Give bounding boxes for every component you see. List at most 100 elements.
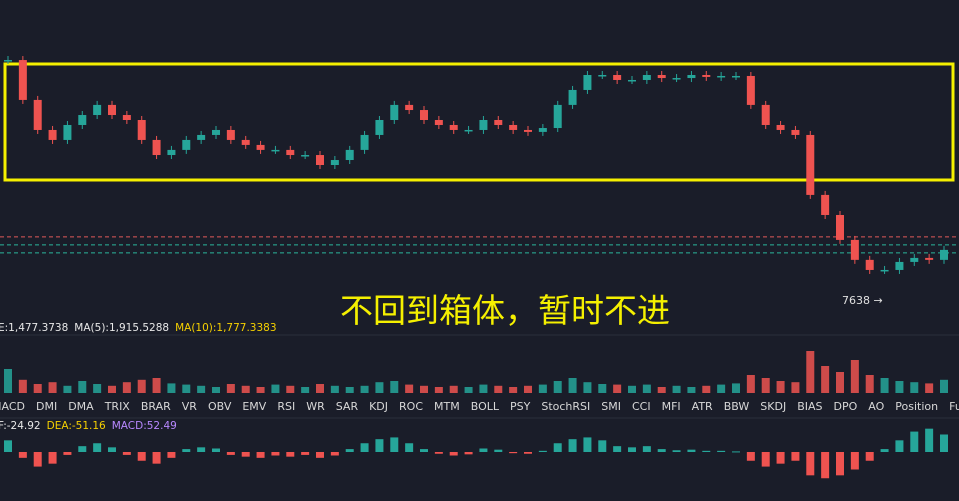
macd-bar bbox=[657, 449, 666, 452]
volume-bar bbox=[18, 379, 27, 393]
indicator-tab[interactable]: AO bbox=[868, 400, 885, 413]
macd-bar bbox=[821, 452, 830, 479]
volume-bar bbox=[345, 387, 354, 393]
volume-bar bbox=[271, 384, 280, 393]
volume-bar bbox=[152, 378, 161, 393]
volume-bar bbox=[48, 382, 57, 393]
macd-bar bbox=[583, 437, 592, 452]
indicator-tab[interactable]: TRIX bbox=[104, 400, 130, 413]
indicator-tab[interactable]: RSI bbox=[277, 400, 296, 413]
volume-bar bbox=[672, 385, 681, 393]
indicator-tab[interactable]: DPO bbox=[833, 400, 858, 413]
macd-bar bbox=[598, 440, 607, 452]
indicator-tab[interactable]: MFI bbox=[661, 400, 681, 413]
macd-bar bbox=[568, 439, 577, 452]
indicator-tab[interactable]: StochRSI bbox=[541, 400, 591, 413]
candle bbox=[108, 104, 116, 116]
volume-bar bbox=[63, 385, 72, 393]
macd-bar bbox=[301, 452, 310, 455]
candle bbox=[494, 120, 503, 125]
indicator-tab[interactable]: BIAS bbox=[797, 400, 823, 413]
volume-bar bbox=[732, 383, 740, 393]
indicator-tab[interactable]: SKDJ bbox=[760, 400, 787, 413]
macd-bar bbox=[108, 447, 116, 452]
indicator-tab[interactable]: VR bbox=[181, 400, 197, 413]
macd-bar bbox=[449, 452, 458, 456]
indicator-tab[interactable]: DMI bbox=[35, 400, 58, 413]
indicator-tab[interactable]: OBV bbox=[207, 400, 232, 413]
volume-bar bbox=[910, 382, 919, 393]
macd-bar bbox=[464, 452, 473, 455]
candle bbox=[791, 129, 800, 135]
volume-bar bbox=[642, 384, 651, 393]
indicator-tab[interactable]: SAR bbox=[335, 400, 359, 413]
volume-bar bbox=[78, 381, 87, 393]
macd-bar bbox=[197, 447, 206, 452]
volume-bar bbox=[821, 366, 830, 393]
box bbox=[3, 62, 955, 182]
candle bbox=[553, 104, 562, 129]
candle bbox=[286, 149, 295, 156]
macd-bar bbox=[434, 452, 443, 454]
macd-bar bbox=[940, 434, 948, 452]
volume-bar bbox=[850, 360, 859, 393]
indicator-tab[interactable]: Fundflow bbox=[949, 400, 959, 413]
indicator-tab[interactable]: KDJ bbox=[369, 400, 389, 413]
indicator-tab[interactable]: Position bbox=[895, 400, 939, 413]
candle bbox=[137, 120, 146, 140]
indicator-tab[interactable]: PSY bbox=[510, 400, 531, 413]
macd-bar bbox=[330, 452, 339, 456]
candle bbox=[746, 75, 755, 105]
indicator-tab[interactable]: ROC bbox=[399, 400, 424, 413]
candle bbox=[880, 269, 889, 272]
macd-bar bbox=[4, 440, 12, 452]
volume-bar bbox=[360, 385, 369, 393]
indicator-tab[interactable]: BBW bbox=[723, 400, 750, 413]
macd-bar bbox=[405, 443, 414, 452]
volume-bar bbox=[390, 381, 399, 393]
volume-bar bbox=[316, 384, 324, 393]
indicator-tab[interactable]: EMV bbox=[242, 400, 267, 413]
volume-bar bbox=[434, 387, 443, 393]
macd-bar bbox=[850, 452, 859, 470]
volume-bar bbox=[925, 383, 934, 393]
volume-bar bbox=[241, 385, 250, 393]
volume-bar bbox=[375, 382, 384, 393]
candle bbox=[182, 139, 191, 150]
candle bbox=[167, 149, 176, 156]
candle bbox=[821, 194, 830, 215]
macd-bar bbox=[63, 452, 72, 455]
candle bbox=[256, 144, 265, 150]
volume-bar bbox=[553, 381, 562, 393]
macd-legend-item: F:-24.92 bbox=[0, 420, 41, 432]
macd-bar bbox=[628, 447, 636, 452]
candle bbox=[241, 139, 250, 145]
macd-bar bbox=[345, 449, 354, 452]
indicator-tab[interactable]: SMI bbox=[601, 400, 621, 413]
candle bbox=[940, 249, 948, 260]
candle bbox=[330, 160, 339, 165]
volume-bar bbox=[449, 385, 458, 393]
indicator-tab[interactable]: MTM bbox=[434, 400, 460, 413]
macd-legend-item: DEA:-51.16 bbox=[46, 420, 106, 432]
candle bbox=[93, 104, 102, 116]
macd-bar bbox=[925, 428, 934, 452]
indicator-tab[interactable]: BRAR bbox=[140, 400, 171, 413]
candle bbox=[895, 261, 904, 270]
macd-bar bbox=[226, 452, 235, 455]
volume-bar bbox=[895, 381, 904, 393]
indicator-tab[interactable]: DMA bbox=[68, 400, 94, 413]
macd-bar bbox=[18, 452, 27, 458]
indicator-tab[interactable]: WR bbox=[306, 400, 325, 413]
indicator-tab[interactable]: CCI bbox=[631, 400, 651, 413]
candle bbox=[464, 129, 473, 132]
macd-bar bbox=[895, 440, 904, 452]
volume-bar bbox=[420, 385, 428, 393]
indicator-tab[interactable]: BOLL bbox=[470, 400, 499, 413]
indicator-tab[interactable]: MACD bbox=[0, 400, 25, 413]
candle bbox=[628, 79, 636, 82]
indicator-tab[interactable]: ATR bbox=[691, 400, 713, 413]
macd-bar bbox=[494, 449, 503, 452]
volume-bar bbox=[33, 384, 42, 393]
